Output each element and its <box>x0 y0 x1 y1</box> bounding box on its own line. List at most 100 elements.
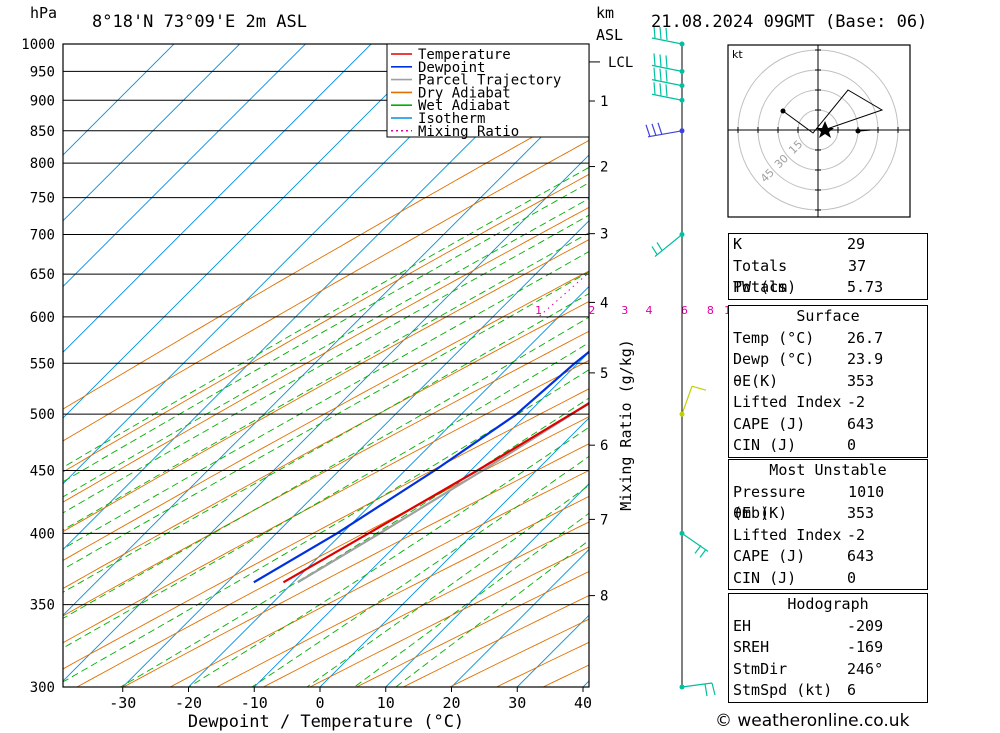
hodograph-stat-label: EH <box>733 616 752 635</box>
pressure-tick-label: 650 <box>30 267 55 283</box>
surface-row: θE(K) 353 <box>729 371 927 393</box>
wet-adiabat-line <box>63 214 589 514</box>
most-unstable-panel: Most Unstable Pressure (mb) 1010 θE (K) 353… <box>728 459 928 590</box>
pressure-tick-label: 450 <box>30 463 55 479</box>
pressure-tick-label: 700 <box>30 227 55 243</box>
dry-adiabat-line <box>63 139 589 442</box>
legend-box <box>386 43 590 138</box>
surface-value: 26.7 <box>847 328 884 347</box>
surface-value: 23.9 <box>847 350 884 368</box>
credit[interactable]: © weatheronline.co.uk <box>715 711 910 731</box>
pressure-tick-label: 850 <box>30 124 55 140</box>
most-unstable-row: Lifted Index -2 <box>729 525 927 547</box>
wind-barb <box>651 25 685 47</box>
most-unstable-row: CAPE (J) 643 <box>729 546 927 568</box>
wind-barb <box>651 53 685 74</box>
dry-adiabat-line <box>63 359 589 644</box>
mixing-ratio-label: 3 <box>621 304 628 317</box>
x-tick-label: 20 <box>442 694 460 712</box>
pressure-tick-label: 800 <box>30 156 55 172</box>
dry-adiabat-line <box>63 300 589 589</box>
surface-value: 0 <box>847 436 857 454</box>
wind-barb-shape <box>651 234 683 257</box>
legend-entry: Wet Adiabat <box>418 98 511 114</box>
wet-adiabat-line <box>353 512 589 687</box>
surface-value: 643 <box>847 414 875 433</box>
isotherm-line <box>253 351 589 687</box>
legend-entry: Dewpoint <box>418 60 485 76</box>
storm-motion-icon <box>816 121 834 138</box>
isotherm-line <box>187 285 589 687</box>
most-unstable-value: 0 <box>847 568 857 587</box>
wet-adiabat-line <box>63 166 589 468</box>
index-label: K <box>733 235 743 253</box>
x-tick-label: -30 <box>109 694 136 712</box>
indices-panel: K 29 Totals Totals 37 PW (cm) 5.73 <box>728 233 928 300</box>
surface-label: Lifted Index <box>733 393 842 411</box>
wet-adiabat-line <box>63 232 589 531</box>
km-tick-label: 2 <box>600 160 608 176</box>
hodograph-unit: kt <box>732 48 743 61</box>
pressure-tick-label: 600 <box>30 310 55 326</box>
wind-barb-shape <box>681 682 716 697</box>
surface-row: CIN (J) 0 <box>729 435 927 457</box>
wind-barb <box>651 67 685 89</box>
surface-label: CIN (J) <box>733 436 797 454</box>
most-unstable-value: -2 <box>847 525 866 544</box>
km-tick-label: 7 <box>600 512 608 528</box>
hodograph-stat-row: EH -209 <box>729 616 927 638</box>
x-tick-label: 40 <box>574 694 592 712</box>
most-unstable-row: CIN (J) 0 <box>729 568 927 590</box>
index-label: PW (cm) <box>733 278 797 296</box>
hodograph-stat-label: StmSpd (kt) <box>733 681 833 699</box>
x-tick-label: 0 <box>315 694 324 712</box>
pressure-tick-label: 1000 <box>21 37 55 53</box>
surface-label: θE(K) <box>733 371 779 390</box>
x-tick-label: 30 <box>508 694 526 712</box>
background-lines <box>63 44 589 687</box>
profiles <box>253 350 589 584</box>
surface-value: -2 <box>847 393 866 411</box>
wind-barb-shape <box>651 25 683 45</box>
pressure-tick-label: 750 <box>30 191 55 207</box>
isotherm-line <box>63 44 307 288</box>
legend-entry: Mixing Ratio <box>418 124 519 140</box>
hodograph-stat-row: StmDir 246° <box>729 659 927 681</box>
index-row: PW (cm) 5.73 <box>729 277 927 299</box>
wind-barb-shape <box>681 385 707 415</box>
hodograph-stat-value: 6 <box>847 681 857 699</box>
mixing-ratio-label: 8 <box>707 304 714 317</box>
wind-barb <box>679 682 716 697</box>
isotherm-line <box>450 548 589 687</box>
pressure-tick-label: 400 <box>30 526 55 542</box>
most-unstable-label: CIN (J) <box>733 568 797 587</box>
mixing-ratio-axis-title: Mixing Ratio (g/kg) <box>617 339 635 511</box>
pressure-tick-label: 950 <box>30 64 55 80</box>
isotherm-line <box>63 44 438 419</box>
hodograph-stat-row: SREH -169 <box>729 637 927 659</box>
index-row: K 29 <box>729 234 927 256</box>
index-value: 37 <box>848 256 867 275</box>
hodograph-stat-value: -209 <box>847 616 884 635</box>
location-title: 8°18'N 73°09'E 2m ASL <box>92 12 307 32</box>
mixing-ratio-label: 4 <box>646 304 653 317</box>
index-value: 29 <box>847 235 866 253</box>
x-tick-label: -10 <box>241 694 268 712</box>
wet-adiabat-line <box>63 198 589 498</box>
km-tick-label: 6 <box>600 438 608 454</box>
most-unstable-label: Pressure (mb) <box>733 482 806 523</box>
hodograph-table-panel: Hodograph EH -209 SREH -169 StmDir 246° StmSpd… <box>728 593 928 703</box>
dry-adiabat-line <box>63 173 589 473</box>
dewpoint-curve <box>253 350 589 584</box>
km-tick-label: 8 <box>600 589 608 605</box>
most-unstable-row: θE (K) 353 <box>729 503 927 525</box>
wind-barb <box>645 122 685 138</box>
temperature-curve <box>282 402 589 584</box>
index-value: 5.73 <box>847 278 884 296</box>
legend-entry: Isotherm <box>418 111 485 127</box>
surface-row: Lifted Index -2 <box>729 392 927 414</box>
km-unit-label: km <box>596 4 615 22</box>
wind-barb <box>651 231 685 257</box>
